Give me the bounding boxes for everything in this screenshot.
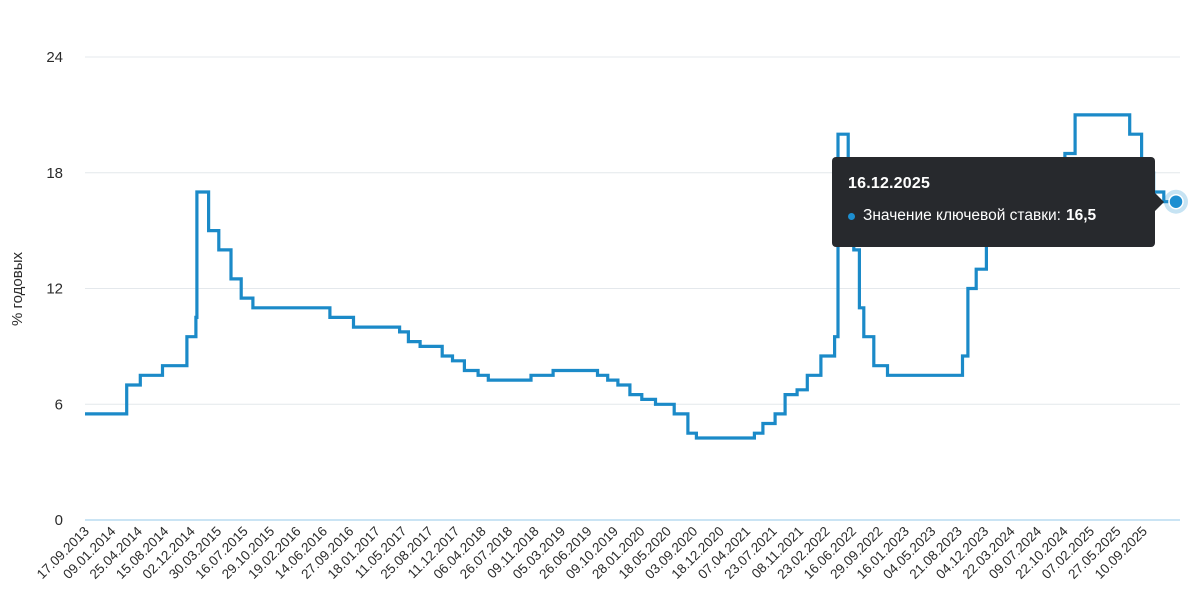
grid-lines <box>85 56 1180 521</box>
y-tick-label: 6 <box>55 396 63 413</box>
y-axis-ticks: 0 6 12 18 24 <box>46 49 63 529</box>
tooltip-series-label: Значение ключевой ставки: <box>863 207 1061 224</box>
series-line <box>85 113 1176 440</box>
y-tick-label: 24 <box>46 49 63 66</box>
tooltip-value: 16,5 <box>1065 207 1097 224</box>
hover-marker <box>1164 189 1188 214</box>
y-tick-label: 12 <box>46 281 63 298</box>
data-point <box>1168 193 1184 210</box>
tooltip: 16.12.2025 Значение ключевой ставки: 16,… <box>832 157 1164 247</box>
series-key-rate <box>85 113 1176 440</box>
tooltip-date: 16.12.2025 <box>848 175 931 192</box>
series-dot-icon <box>848 212 855 220</box>
tooltip-row: Значение ключевой ставки: 16,5 <box>848 207 1139 225</box>
y-axis-label: % годовых <box>9 252 26 327</box>
y-tick-label: 0 <box>55 512 63 529</box>
x-axis-ticks: 17.09.201309.01.201425.04.201415.08.2014… <box>34 523 1150 582</box>
y-tick-label: 18 <box>46 165 63 182</box>
